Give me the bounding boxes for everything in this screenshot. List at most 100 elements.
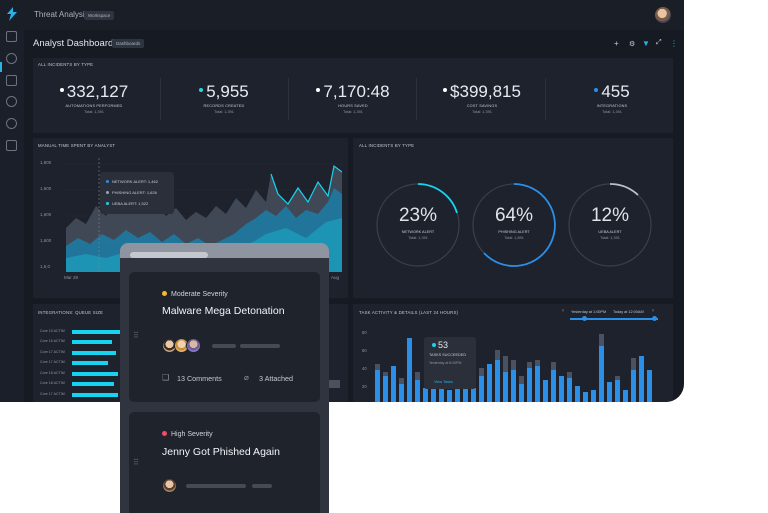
queue-row-label: Core 16 ACTIM bbox=[40, 339, 65, 343]
bar bbox=[407, 338, 412, 402]
bar bbox=[543, 380, 548, 402]
tooltip-dot bbox=[106, 180, 109, 184]
sidebar-item-dashboard[interactable] bbox=[6, 31, 17, 42]
kpi-divider bbox=[416, 78, 417, 120]
bar-top bbox=[479, 368, 484, 376]
logo-icon[interactable] bbox=[4, 6, 20, 22]
bar bbox=[415, 380, 420, 402]
rings-panel bbox=[353, 138, 673, 298]
kpi-automations: 332,127 AUTOMATIONS PERFORMED Total: 1,3… bbox=[44, 82, 144, 114]
y-tick: 80 bbox=[362, 330, 367, 335]
filter-icon[interactable]: ▼ bbox=[642, 39, 650, 48]
incident-card[interactable] bbox=[129, 412, 320, 513]
bar bbox=[647, 370, 652, 402]
bar bbox=[423, 388, 428, 402]
y-tick: 1,600 bbox=[40, 186, 52, 191]
kpi-panel-title: ALL INCIDENTS BY TYPE bbox=[38, 62, 94, 67]
range-start: Yesterday at 1:00PM bbox=[571, 310, 607, 314]
view-tasks-link[interactable]: View Tasks bbox=[434, 380, 453, 384]
bar bbox=[487, 364, 492, 402]
queue-row-label: Core 17 ACTIM bbox=[40, 350, 65, 354]
workspace-chip[interactable]: Workspace bbox=[84, 11, 115, 20]
ring-network: 23% NETWORK ALERT Total: 1,391 bbox=[373, 180, 463, 270]
queue-bar bbox=[72, 340, 112, 344]
drag-handle-icon[interactable]: ⠿ bbox=[133, 331, 140, 340]
placeholder-pill bbox=[186, 484, 246, 488]
bar bbox=[471, 388, 476, 402]
user-avatar[interactable] bbox=[655, 7, 671, 23]
bar bbox=[383, 376, 388, 402]
kpi-label: COST SAVINGS bbox=[466, 104, 498, 108]
range-slider[interactable] bbox=[570, 318, 658, 320]
bar-top bbox=[495, 350, 500, 360]
sidebar-item-incidents[interactable] bbox=[6, 53, 17, 64]
y-tick: 1,5,0 bbox=[40, 264, 51, 269]
dashboards-chip[interactable]: Dashboards bbox=[112, 39, 145, 48]
kpi-value: 7,170:48 bbox=[323, 82, 390, 101]
settings-icon[interactable]: ⚙ bbox=[629, 41, 636, 48]
bar bbox=[391, 366, 396, 402]
attachments-count[interactable]: 3 Attached bbox=[259, 374, 293, 383]
bar bbox=[623, 390, 628, 402]
tooltip-row: NETWORK ALERT: 1,462 bbox=[106, 179, 158, 184]
bar-top bbox=[375, 364, 380, 370]
range-handle-start[interactable] bbox=[582, 316, 587, 321]
bar bbox=[375, 370, 380, 402]
queue-bar bbox=[72, 351, 116, 355]
top-bar: Threat Analysis Workspace bbox=[0, 0, 684, 30]
range-next-icon[interactable]: › bbox=[652, 308, 654, 314]
comment-icon[interactable]: ❑ bbox=[162, 373, 170, 382]
queue-bar bbox=[72, 372, 118, 376]
task-bars bbox=[375, 334, 652, 402]
kpi-dot bbox=[199, 87, 204, 92]
manual-time-title: MANUAL TIME SPENT BY ANALYST bbox=[38, 143, 116, 148]
ring-total: Total: 1,891 bbox=[504, 236, 524, 240]
more-icon[interactable]: ⋮ bbox=[670, 39, 678, 48]
comments-count[interactable]: 13 Comments bbox=[177, 374, 222, 383]
range-prev-icon[interactable]: ‹ bbox=[562, 308, 564, 314]
severity-label: Moderate Severity bbox=[162, 290, 228, 298]
bar bbox=[399, 384, 404, 402]
sidebar bbox=[0, 30, 24, 402]
area-series-line bbox=[270, 164, 342, 205]
kpi-integrations: 455 INTEGRATIONS Total: 1,391 bbox=[562, 82, 662, 114]
expand-icon[interactable]: ⤢ bbox=[656, 39, 662, 46]
kpi-hours: 7,170:48 HOURS SAVED Total: 1,391 bbox=[303, 82, 403, 114]
add-icon[interactable]: + bbox=[614, 39, 619, 48]
kpi-total: Total: 1,391 bbox=[343, 110, 363, 114]
sidebar-item-assets[interactable] bbox=[6, 118, 17, 129]
tooltip-row: PHISHING ALERT: 1,626 bbox=[106, 190, 157, 195]
y-tick: 60 bbox=[362, 348, 367, 353]
dashboard-window: Threat Analysis Workspace Analyst Dashbo… bbox=[0, 0, 684, 402]
x-tick: Mar 28 bbox=[64, 275, 79, 280]
severity-label: High Severity bbox=[162, 430, 213, 438]
kpi-label: AUTOMATIONS PERFORMED bbox=[65, 104, 123, 108]
range-handle-end[interactable] bbox=[652, 316, 657, 321]
queue-bar bbox=[72, 393, 118, 397]
sidebar-item-settings[interactable] bbox=[6, 140, 17, 151]
sidebar-item-workflows[interactable] bbox=[6, 96, 17, 107]
kpi-label: RECORDS CREATED bbox=[203, 104, 245, 108]
kpi-panel bbox=[33, 58, 673, 133]
ring-phishing: 64% PHISHING ALERT Total: 1,891 bbox=[469, 180, 559, 270]
task-tooltip-value: 53 bbox=[438, 340, 449, 350]
ring-total: Total: 1,391 bbox=[408, 236, 428, 240]
tooltip-row: UEBA ALERT: 1,522 bbox=[106, 201, 148, 206]
x-tick: Aug bbox=[331, 275, 340, 280]
sidebar-active-indicator bbox=[0, 62, 2, 72]
kpi-dot bbox=[59, 87, 64, 92]
incident-title: Malware Mega Detonation bbox=[162, 305, 285, 317]
assignee-avatar[interactable] bbox=[186, 338, 201, 353]
range-end: Today at 12:00AM bbox=[613, 310, 644, 314]
tooltip-dot bbox=[106, 191, 109, 195]
drag-handle-icon[interactable]: ⠿ bbox=[133, 458, 140, 467]
attachment-icon[interactable]: ⌀ bbox=[244, 373, 249, 382]
bar-top bbox=[503, 356, 508, 372]
incident-card[interactable] bbox=[129, 272, 320, 402]
bar bbox=[511, 370, 516, 402]
task-tooltip: 53 TASKS SUCCEEDED Yesterday at 8:00PM V… bbox=[424, 337, 476, 389]
assignee-avatar[interactable] bbox=[162, 478, 177, 493]
queue-row-label: Core 17 ACTIM bbox=[40, 360, 65, 364]
tooltip-text: NETWORK ALERT: 1,462 bbox=[112, 179, 158, 184]
sidebar-item-reports[interactable] bbox=[6, 75, 17, 86]
